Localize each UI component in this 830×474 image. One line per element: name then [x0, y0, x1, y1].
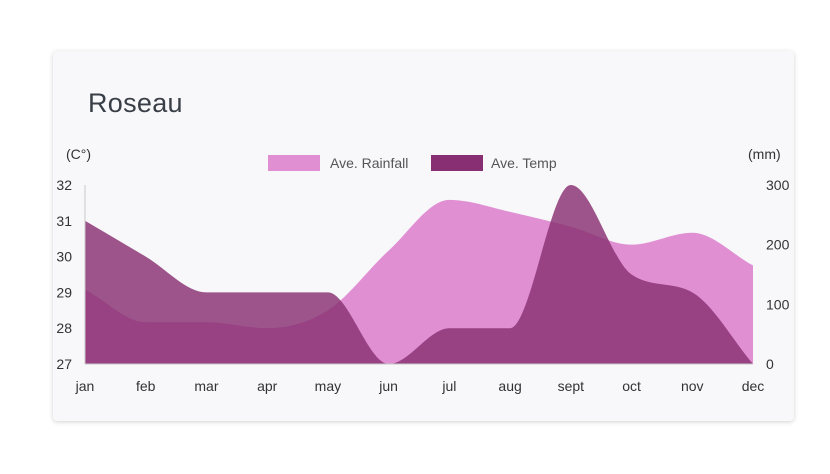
series-area-temp [85, 185, 753, 364]
x-tick-label: jun [378, 378, 398, 394]
legend-label-rainfall[interactable]: Ave. Rainfall [330, 155, 408, 171]
x-tick-label: nov [681, 378, 704, 394]
y-left-tick-label: 29 [56, 284, 72, 300]
x-tick-label: aug [498, 378, 521, 394]
y-left-tick-label: 32 [56, 177, 72, 193]
x-tick-label: jan [75, 378, 95, 394]
chart-title: Roseau [88, 88, 183, 118]
y-left-axis-label: (C°) [66, 146, 91, 162]
y-right-tick-label: 300 [766, 177, 790, 193]
y-left-tick-label: 28 [56, 320, 72, 336]
x-tick-label: apr [257, 378, 278, 394]
x-tick-label: sept [558, 378, 585, 394]
plot-areas [85, 185, 753, 364]
y-right-tick-label: 200 [766, 237, 790, 253]
axes: jan feb mar apr may jun jul aug sept oct nov dec 27 2… [56, 146, 789, 394]
y-left-tick-label: 31 [56, 213, 72, 229]
y-right-tick-label: 0 [766, 356, 774, 372]
x-tick-label: may [315, 378, 341, 394]
legend-swatch-rainfall[interactable] [268, 155, 320, 171]
y-left-tick-label: 27 [56, 356, 72, 372]
legend-label-temp[interactable]: Ave. Temp [491, 155, 557, 171]
y-right-tick-label: 100 [766, 296, 790, 312]
y-right-axis-label: (mm) [748, 146, 781, 162]
x-tick-label: oct [622, 378, 641, 394]
legend: Ave. Rainfall Ave. Temp [268, 155, 557, 171]
x-tick-label: dec [742, 378, 765, 394]
legend-swatch-temp[interactable] [431, 155, 483, 171]
x-tick-label: mar [194, 378, 218, 394]
y-left-tick-label: 30 [56, 249, 72, 265]
x-tick-label: jul [441, 378, 456, 394]
x-tick-label: feb [136, 378, 156, 394]
